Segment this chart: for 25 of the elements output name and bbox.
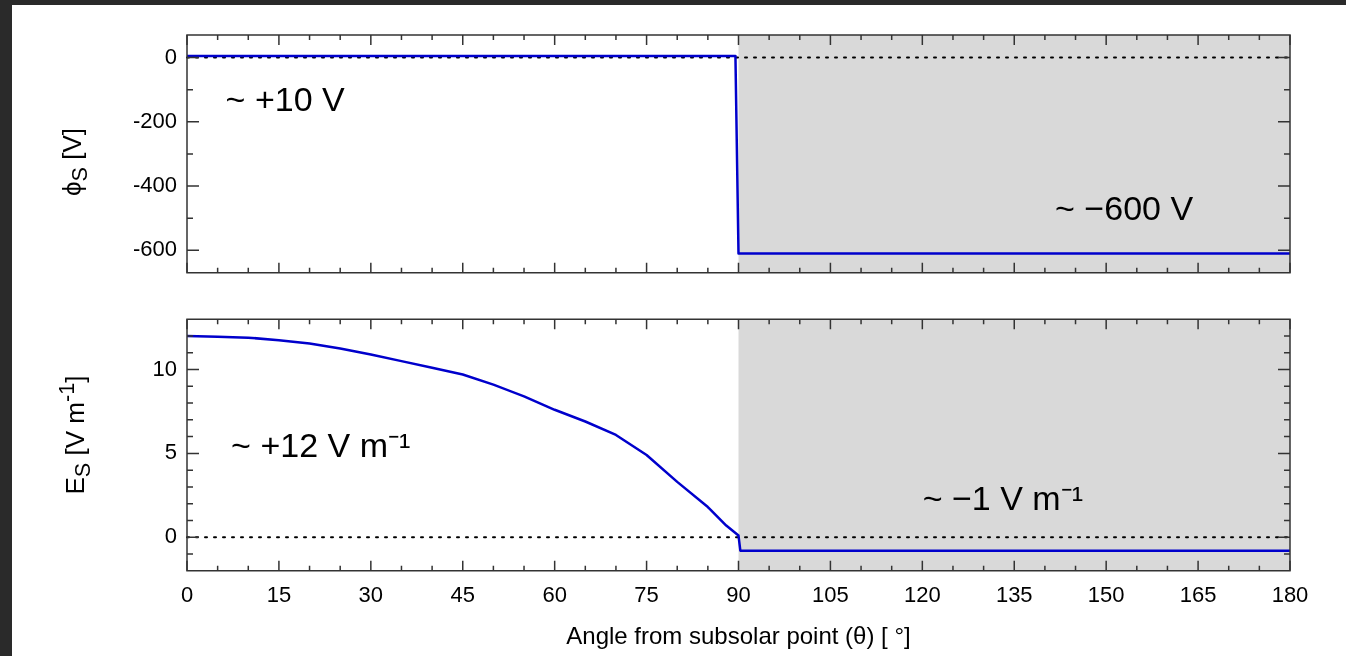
annotation: ~ −1 V m⁻¹	[922, 478, 1083, 517]
x-tick-label: 15	[266, 582, 292, 608]
y-tick-label: -200	[132, 107, 177, 133]
annotation: ~ +10 V	[225, 79, 346, 118]
y-tick-label: 10	[152, 355, 177, 381]
y-tick-label: -400	[132, 172, 177, 198]
x-tick-label: 30	[358, 582, 384, 608]
annotation: ~ −600 V	[1055, 189, 1194, 228]
x-tick-label: 135	[995, 582, 1033, 608]
x-tick-label: 90	[726, 582, 751, 608]
y-tick-label: -600	[132, 236, 177, 262]
y-tick-label: 5	[164, 439, 177, 465]
x-tick-label: 120	[903, 582, 941, 608]
x-tick-label: 105	[812, 582, 849, 608]
x-tick-label: 180	[1271, 582, 1309, 608]
x-tick-label: 60	[542, 582, 567, 608]
x-tick-label: 165	[1179, 582, 1217, 608]
x-axis-title: Angle from subsolar point (θ) [ °]	[566, 622, 911, 650]
y-tick-label: 0	[164, 523, 177, 549]
x-tick-label: 150	[1087, 582, 1125, 608]
x-tick-label: 75	[634, 582, 659, 608]
y-tick-label: 0	[164, 43, 177, 69]
x-tick-label: 0	[180, 582, 194, 608]
annotation: ~ +12 V m⁻¹	[231, 425, 411, 464]
x-tick-label: 45	[450, 582, 475, 608]
